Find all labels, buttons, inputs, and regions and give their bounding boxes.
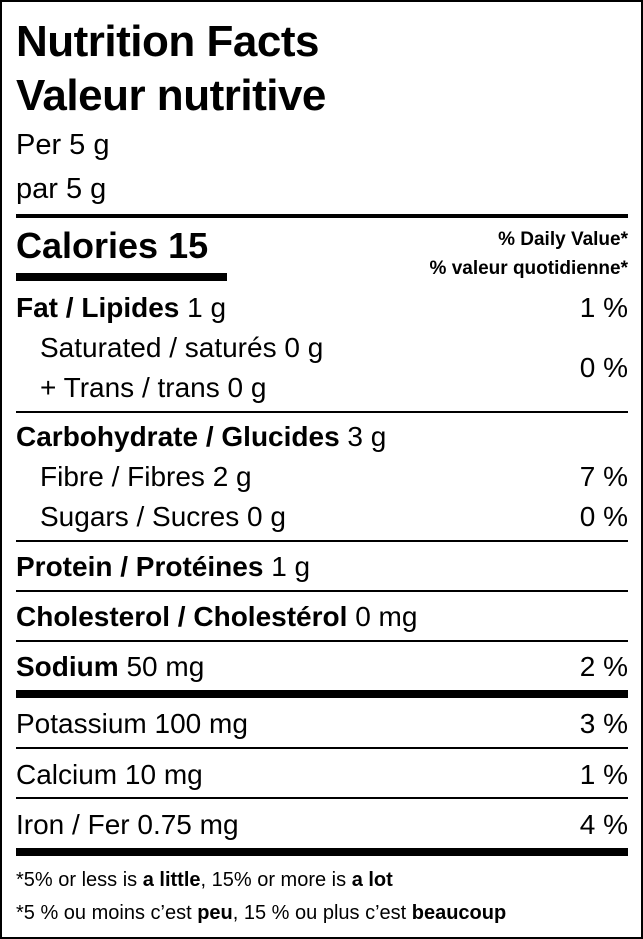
fat-row: Fat / Lipides 1 g 1 %: [16, 292, 628, 323]
calories: Calories 15: [16, 224, 208, 268]
sodium-row: Sodium 50 mg 2 %: [16, 651, 628, 682]
divider: [16, 411, 628, 413]
title-fr: Valeur nutritive: [16, 71, 326, 120]
divider: [16, 747, 628, 749]
dv-header-fr: % valeur quotidienne*: [429, 258, 628, 279]
footnote-en: *5% or less is a little, 15% or more is …: [16, 869, 393, 891]
thick-divider: [16, 848, 628, 856]
trans-row: + Trans / trans 0 g 0 %: [40, 352, 628, 403]
calories-bar: [16, 273, 227, 281]
potassium-row: Potassium 100 mg 3 %: [16, 708, 628, 739]
divider: [16, 540, 628, 542]
serving-fr: par 5 g: [16, 173, 107, 205]
divider: [16, 214, 628, 218]
divider: [16, 797, 628, 799]
divider: [16, 590, 628, 592]
thick-divider: [16, 690, 628, 698]
carb-row: Carbohydrate / Glucides 3 g: [16, 421, 387, 452]
serving-en: Per 5 g: [16, 129, 110, 161]
footnote-fr: *5 % ou moins c’est peu, 15 % ou plus c’…: [16, 902, 507, 924]
protein-row: Protein / Protéines 1 g: [16, 551, 311, 582]
divider: [16, 640, 628, 642]
calcium-row: Calcium 10 mg 1 %: [16, 759, 628, 790]
iron-row: Iron / Fer 0.75 mg 4 %: [16, 809, 628, 840]
cholesterol-row: Cholesterol / Cholestérol 0 mg: [16, 601, 418, 632]
dv-header-en: % Daily Value*: [498, 229, 628, 250]
calories-label: Calories: [16, 225, 159, 266]
title-en: Nutrition Facts: [16, 17, 319, 66]
calories-value: 15: [168, 225, 209, 266]
saturated-row: Saturated / saturés 0 g: [40, 332, 324, 363]
